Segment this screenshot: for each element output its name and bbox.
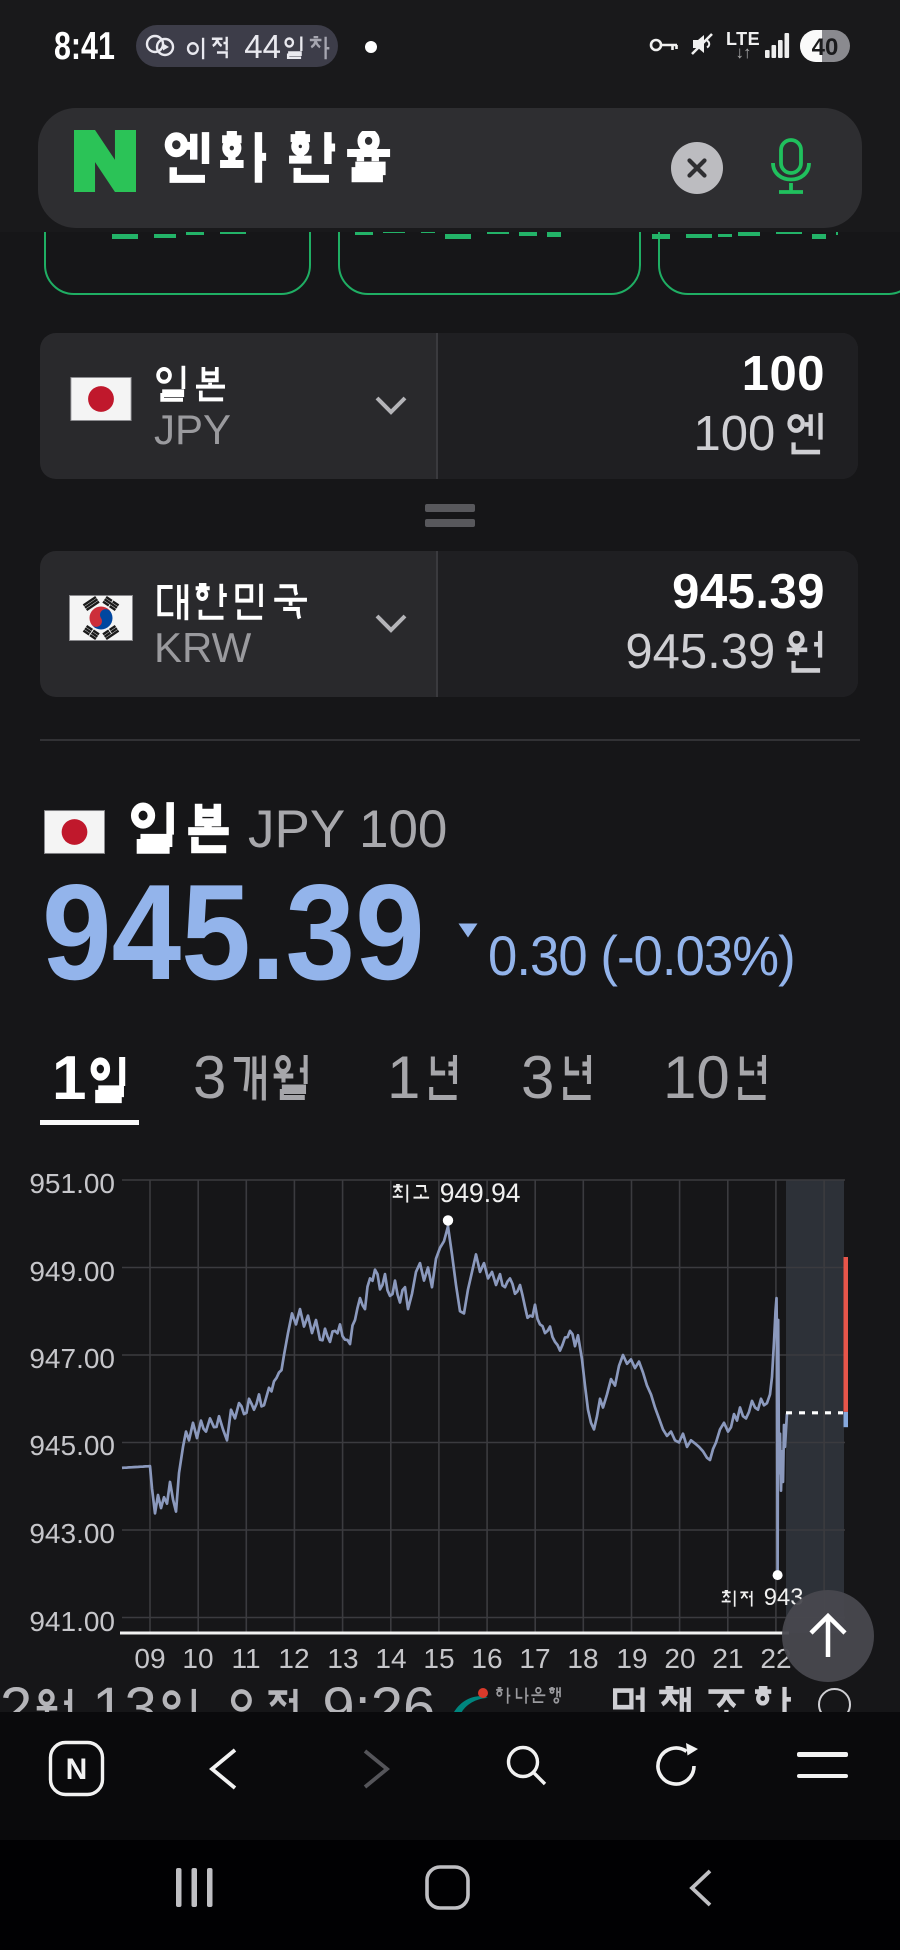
svg-text:N: N — [66, 1753, 88, 1786]
